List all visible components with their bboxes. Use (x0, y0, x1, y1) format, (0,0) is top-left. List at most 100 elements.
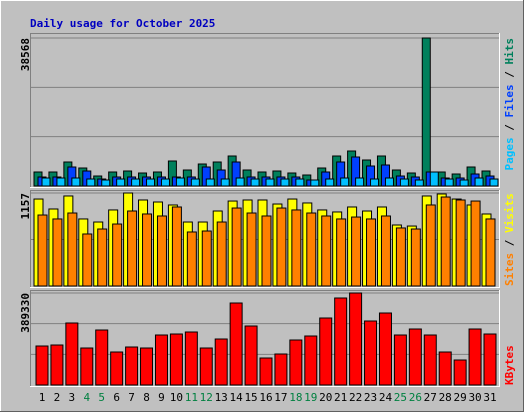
x-tick-label: 14 (230, 391, 244, 404)
bar (455, 199, 466, 287)
x-tick-label: 17 (274, 391, 287, 404)
x-tick-label: 11 (185, 391, 198, 404)
bar (444, 178, 454, 187)
x-tick-label: 2 (54, 391, 61, 404)
x-tick-label: 24 (379, 391, 393, 404)
bar (186, 231, 197, 287)
bar (67, 212, 78, 287)
bar (321, 215, 332, 287)
bar (142, 213, 153, 287)
y-tick-label: 1157 (19, 193, 32, 220)
bar (131, 178, 141, 187)
bar (378, 312, 392, 386)
bar (380, 215, 391, 287)
bar (259, 357, 273, 386)
x-tick-label: 3 (69, 391, 76, 404)
x-tick-label: 12 (200, 391, 213, 404)
legend: KBytes (503, 345, 516, 385)
bar (214, 338, 228, 386)
bar (82, 233, 93, 287)
bar (190, 178, 200, 187)
bar (52, 218, 63, 287)
bar (156, 215, 167, 287)
bar (97, 228, 108, 287)
bar (86, 178, 96, 187)
x-tick-label: 28 (439, 391, 452, 404)
bar (399, 178, 409, 187)
x-tick-label: 23 (364, 391, 377, 404)
legend-entry: Hits (503, 38, 516, 65)
legend-separator: / (503, 65, 516, 85)
legend-entry: Sites (503, 253, 516, 286)
bar (483, 333, 497, 386)
bar (370, 178, 380, 187)
bar (160, 178, 170, 187)
bar (395, 227, 406, 287)
x-tick-label: 22 (349, 391, 362, 404)
x-tick-label: 8 (143, 391, 150, 404)
bar (408, 328, 422, 386)
legend-entry: KBytes (503, 345, 516, 385)
bar (201, 230, 212, 287)
bar (319, 317, 333, 386)
bar (125, 346, 139, 386)
bar (340, 177, 350, 187)
bar (349, 292, 363, 386)
x-tick-label: 5 (98, 391, 105, 404)
x-tick-label: 10 (170, 391, 183, 404)
x-tick-label: 1 (39, 391, 46, 404)
bar (35, 345, 49, 386)
x-tick-label: 16 (259, 391, 272, 404)
y-tick-label: 389330 (19, 293, 32, 333)
bar (276, 207, 287, 287)
bar (393, 334, 407, 386)
bar (470, 200, 481, 287)
bar (421, 37, 431, 187)
bar (229, 302, 243, 386)
bar (231, 207, 242, 287)
plot-area (30, 33, 500, 188)
bar (429, 171, 439, 187)
x-tick-label: 4 (83, 391, 90, 404)
bar (440, 196, 451, 287)
bar (37, 214, 48, 287)
x-tick-label: 15 (244, 391, 257, 404)
bar (154, 334, 168, 386)
bar (310, 179, 320, 187)
bar (205, 178, 215, 187)
bar (216, 221, 227, 287)
bar (261, 215, 272, 287)
legend-separator: / (503, 118, 516, 138)
bar (250, 178, 260, 187)
x-tick-label: 13 (215, 391, 228, 404)
x-tick-label: 18 (289, 391, 302, 404)
bar (184, 331, 198, 386)
bar (146, 178, 156, 187)
bar (364, 320, 378, 386)
x-tick-label: 29 (454, 391, 467, 404)
bar (414, 179, 424, 187)
x-tick-label: 21 (334, 391, 347, 404)
bar (274, 353, 288, 386)
bar (246, 212, 257, 287)
bar (334, 297, 348, 386)
x-tick-label: 19 (304, 391, 317, 404)
x-tick-label: 30 (468, 391, 481, 404)
bar (304, 335, 318, 386)
bar (423, 334, 437, 386)
bar (80, 347, 94, 386)
y-tick-label: 38568 (19, 38, 32, 71)
bar (175, 177, 185, 187)
x-tick-label: 6 (113, 391, 120, 404)
bar (169, 333, 183, 386)
x-tick-label: 9 (158, 391, 165, 404)
x-tick-label: 27 (424, 391, 437, 404)
x-tick-label: 25 (394, 391, 407, 404)
bar (351, 216, 362, 287)
x-tick-label: 7 (128, 391, 135, 404)
bar (291, 209, 302, 287)
chart-title: Daily usage for October 2025 (30, 17, 215, 30)
legend: Sites / Visits (503, 193, 516, 286)
x-tick-label: 20 (319, 391, 332, 404)
legend-entry: Files (503, 84, 516, 117)
